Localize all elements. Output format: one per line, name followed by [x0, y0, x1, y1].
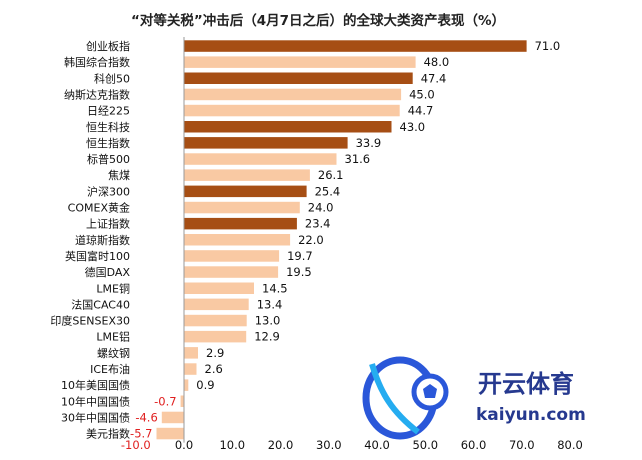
category-label: 恒生指数: [86, 136, 130, 150]
value-label: 44.7: [408, 104, 434, 118]
value-label: 48.0: [424, 55, 450, 69]
value-label: 33.9: [356, 136, 382, 150]
category-label: 上证指数: [86, 217, 130, 231]
category-label: COMEX黄金: [68, 201, 130, 215]
bar: [184, 282, 254, 294]
x-tick-label: 10.0: [219, 438, 245, 452]
category-label: 标普500: [87, 152, 130, 166]
category-label: 美元指数: [86, 427, 130, 441]
category-label: 法国CAC40: [71, 297, 130, 311]
category-label: LME铜: [96, 281, 130, 295]
bar: [180, 395, 184, 407]
category-label: 螺纹钢: [97, 346, 130, 360]
category-label: 10年中国国债: [61, 394, 130, 408]
bar: [184, 363, 197, 375]
x-axis-ticks: -10.0 0.0 10.0 20.0 30.0 40.0 50.0 60.0 70.0 80.0: [121, 438, 583, 452]
bar: [184, 201, 300, 214]
category-label: 创业板指: [86, 39, 130, 53]
watermark-brand: 开云体育: [478, 370, 574, 398]
category-label: 印度SENSEX30: [50, 314, 130, 328]
value-labels: 71.0 48.0 47.4 45.0 44.7 43.0 33.9 31.626.1 25.4…: [130, 39, 560, 441]
x-tick-label: 0.0: [175, 438, 193, 452]
value-label: -0.7: [154, 394, 176, 408]
category-label: ICE布油: [90, 362, 130, 376]
value-label: 47.4: [421, 71, 447, 85]
category-label: 焦煤: [108, 169, 130, 182]
bar: [184, 347, 198, 359]
x-tick-label: 70.0: [509, 438, 535, 452]
bar: [184, 314, 247, 327]
value-label: -4.6: [135, 410, 157, 424]
value-label: 23.4: [305, 217, 331, 231]
category-label: LME铝: [96, 330, 130, 344]
value-label: 26.1: [318, 168, 344, 182]
bar: [184, 250, 280, 262]
bar: [184, 153, 337, 165]
value-label: 71.0: [535, 39, 561, 53]
category-label: 30年中国国债: [61, 410, 130, 424]
value-label: 2.9: [206, 346, 224, 360]
value-label: 2.6: [205, 362, 223, 376]
value-label: 13.0: [255, 314, 281, 328]
value-label: 45.0: [409, 87, 435, 101]
bar: [184, 379, 189, 391]
bar: [184, 185, 307, 198]
bar: [156, 427, 184, 440]
x-tick-label: 60.0: [461, 438, 487, 452]
value-label: 19.5: [286, 265, 312, 279]
category-label: 道琼斯指数: [75, 233, 130, 247]
value-label: 14.5: [262, 281, 288, 295]
category-label: 英国富时100: [65, 249, 130, 263]
x-tick-label: 80.0: [557, 438, 583, 452]
value-label: 22.0: [298, 233, 324, 247]
category-label: 沪深300: [87, 184, 130, 198]
value-label: -5.7: [130, 427, 152, 441]
x-tick-label: 50.0: [412, 438, 438, 452]
value-label: 25.4: [315, 184, 341, 198]
category-label: 韩国综合指数: [64, 55, 130, 69]
bar: [184, 298, 249, 311]
bar: [184, 121, 392, 133]
bar: [184, 234, 291, 246]
value-label: 19.7: [287, 249, 313, 263]
bar: [184, 217, 297, 230]
value-label: 31.6: [345, 152, 371, 166]
x-tick-label: 20.0: [268, 438, 294, 452]
x-tick-label: 40.0: [364, 438, 390, 452]
bar: [184, 266, 279, 278]
x-tick-label: 30.0: [316, 438, 342, 452]
bar: [184, 330, 247, 343]
bar: [184, 104, 400, 117]
category-label: 10年美国国债: [61, 378, 130, 392]
category-label: 德国DAX: [85, 265, 131, 279]
category-label: 科创50: [94, 71, 130, 85]
category-label: 日经225: [87, 105, 130, 118]
bars-group: [156, 40, 527, 440]
value-label: 0.9: [196, 378, 214, 392]
chart-title: “对等关税”冲击后（4月7日之后）的全球大类资产表现（%）: [131, 12, 505, 29]
category-label: 纳斯达克指数: [64, 87, 130, 101]
bar: [184, 56, 416, 68]
value-label: 24.0: [308, 201, 334, 215]
bar: [184, 88, 402, 101]
category-label: 恒生科技: [86, 120, 130, 134]
watermark-logo: 开云体育 kaiyun.com: [362, 356, 586, 440]
bar: [184, 72, 413, 84]
bar: [161, 411, 184, 424]
value-label: 13.4: [257, 297, 283, 311]
bar: [184, 40, 527, 52]
value-label: 12.9: [254, 330, 280, 344]
watermark-url: kaiyun.com: [476, 405, 586, 425]
x-tick-label: -10.0: [121, 438, 151, 452]
value-label: 43.0: [400, 120, 426, 134]
logo-mark-icon: [362, 356, 449, 440]
bar: [184, 169, 310, 181]
bar: [184, 137, 348, 149]
